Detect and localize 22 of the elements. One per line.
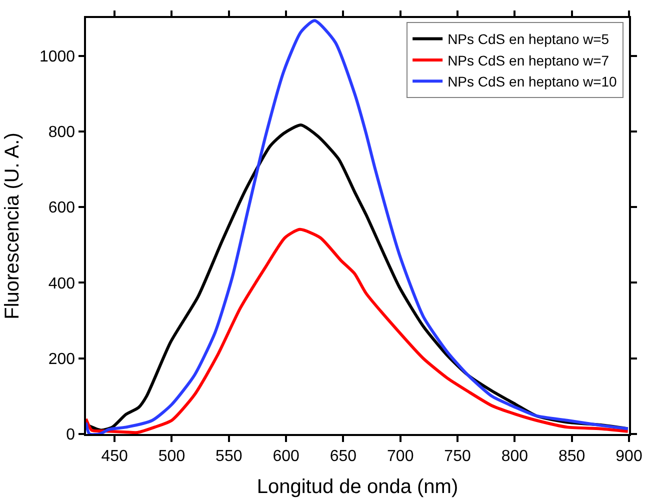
y-tick-label: 200 — [48, 350, 76, 368]
x-tick-label: 450 — [101, 448, 128, 465]
x-tick-label: 900 — [616, 448, 642, 465]
legend-label: NPs CdS en heptano w=5 — [448, 31, 610, 48]
y-tick-label: 800 — [48, 124, 76, 142]
y-tick-label: 400 — [48, 275, 76, 292]
x-tick-label: 600 — [272, 448, 300, 465]
y-tick-label: 1000 — [39, 48, 76, 66]
x-tick-label: 650 — [330, 448, 357, 465]
x-tick-label: 550 — [216, 448, 242, 465]
x-tick-label: 700 — [387, 448, 414, 465]
legend-label: NPs CdS en heptano w=10 — [448, 74, 618, 90]
y-axis-title: Fluorescencia (U. A.) — [1, 132, 24, 320]
x-tick-label: 750 — [444, 448, 471, 465]
y-tick-label: 600 — [48, 200, 76, 217]
x-tick-label: 850 — [558, 448, 586, 465]
y-tick-label: 0 — [66, 426, 76, 444]
line-series — [86, 228, 629, 434]
x-axis-title: Longitud de onda (nm) — [256, 476, 458, 498]
x-tick-label: 800 — [501, 448, 528, 465]
legend-label: NPs CdS en heptano w=7 — [448, 52, 610, 68]
x-tick-label: 500 — [158, 448, 186, 465]
